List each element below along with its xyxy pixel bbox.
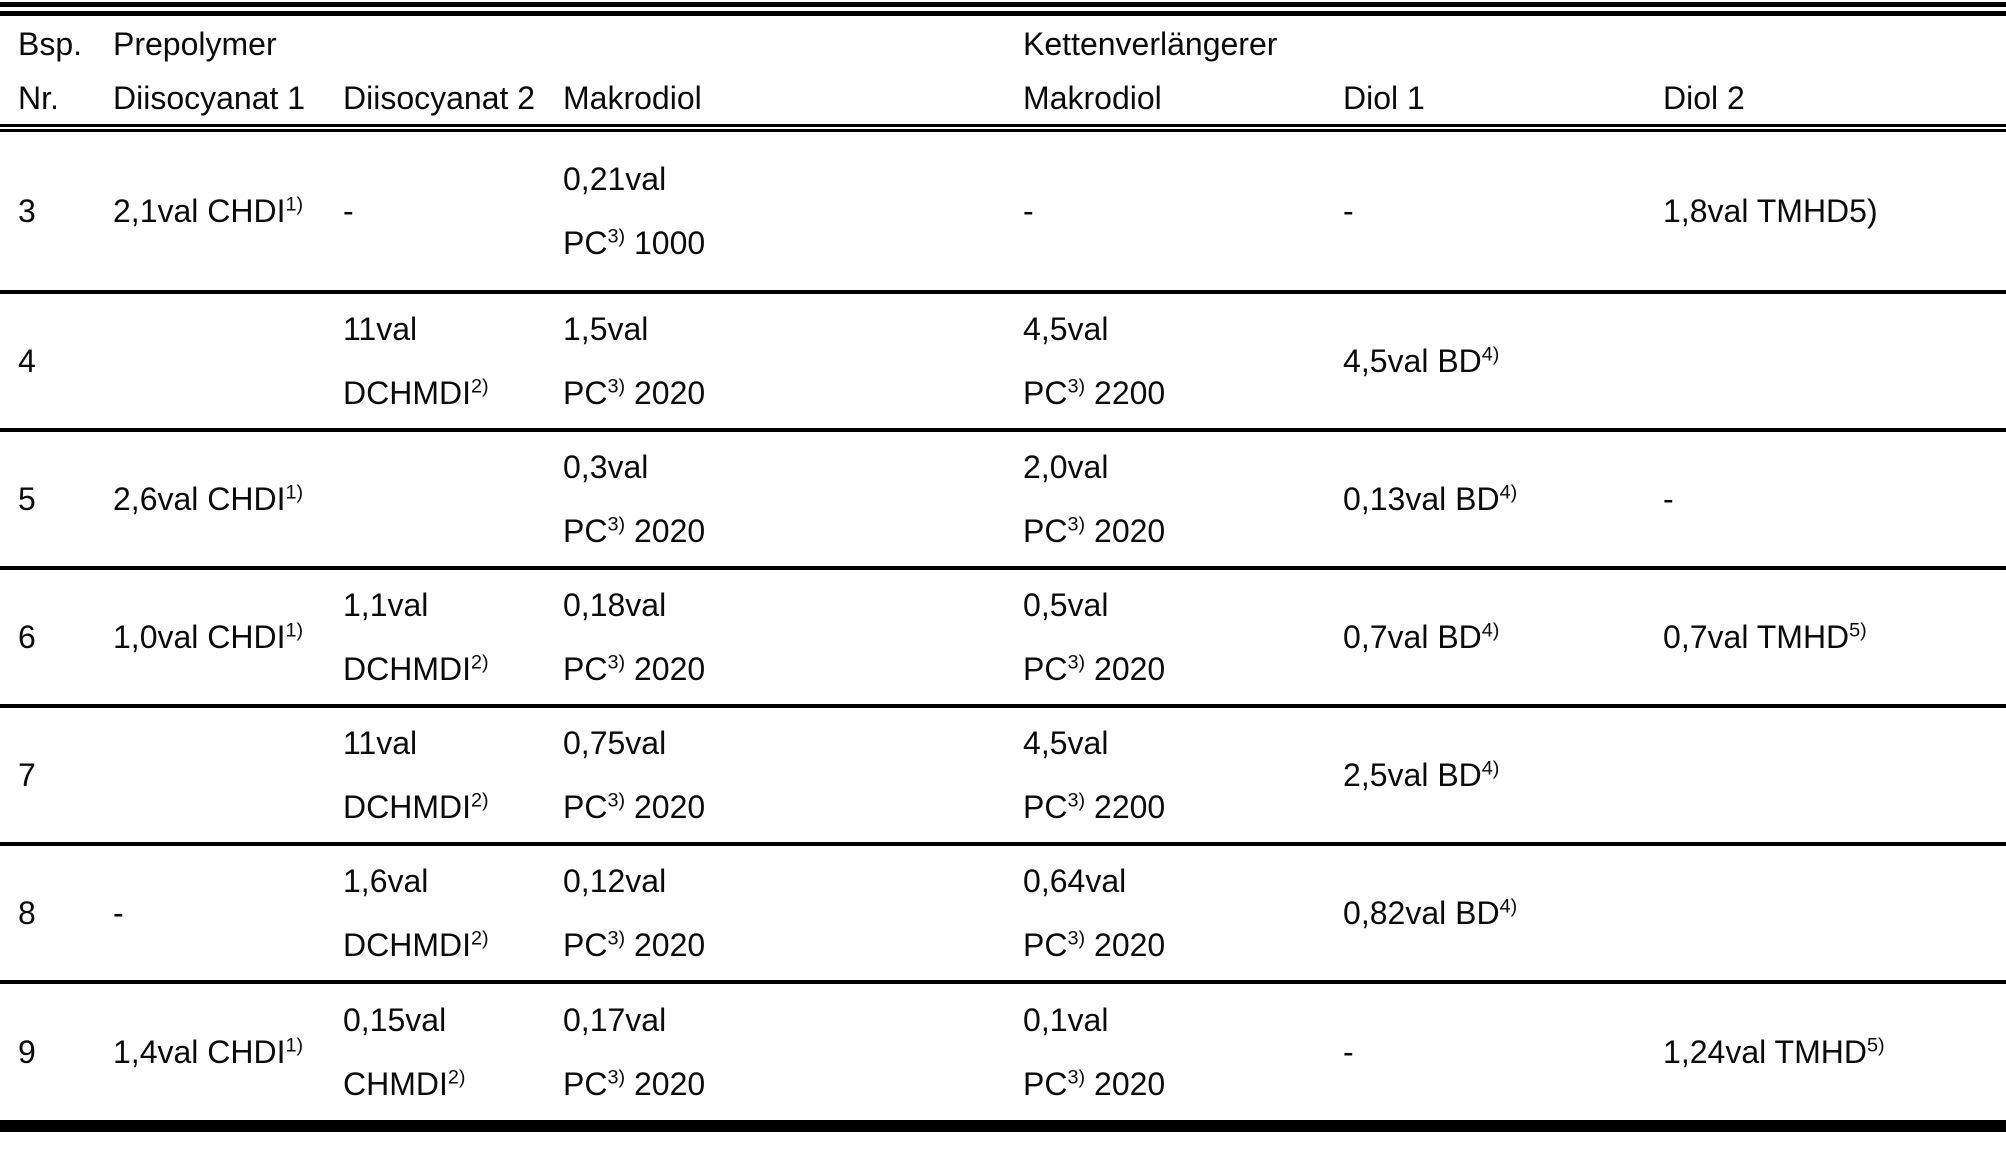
table-cell: 0,64val PC3) 2020 <box>1023 863 1166 963</box>
table-cell: 1,6val DCHMDI2) <box>343 863 489 963</box>
example-number-cell: 9 <box>18 1034 36 1070</box>
table-cell: 0,75val PC3) 2020 <box>563 725 706 825</box>
table-cell: - <box>1663 481 1674 517</box>
table-body: 3 2,1val CHDI1) - 0,21val PC3) 1000 - - 1,8val … <box>0 128 2006 1120</box>
table-row: 9 1,4val CHDI1) 0,15val CHMDI2) 0,17val PC3) … <box>0 982 2006 1120</box>
formulation-table-frame: Bsp. Prepolymer Kettenverlängerer Nr. Di… <box>0 2 2006 1132</box>
table-cell: 1,4val CHDI1) <box>113 1034 304 1070</box>
header-diol-1: Diol 1 <box>1327 72 1648 132</box>
table-row: 6 1,0val CHDI1) 1,1val DCHMDI2) 0,18val PC3) … <box>0 568 2006 706</box>
table-cell: 0,17val PC3) 2020 <box>563 1002 706 1102</box>
table-row: 4 11val DCHMDI2) 1,5val PC3) 2020 4,5val PC3) … <box>0 292 2006 430</box>
header-nr: Nr. <box>0 72 97 132</box>
table-cell: - <box>1343 193 1354 229</box>
header-row-groups: Bsp. Prepolymer Kettenverlängerer <box>0 16 2006 72</box>
table-cell: 0,1val PC3) 2020 <box>1023 1002 1166 1102</box>
header-row-columns: Nr. Diisocyanat 1 Diisocyanat 2 Makrodio… <box>0 72 2006 132</box>
table-cell: 0,7val BD4) <box>1343 619 1500 655</box>
table-cell: 1,0val CHDI1) <box>113 619 304 655</box>
table-cell: 11val DCHMDI2) <box>343 311 489 411</box>
table-cell: 1,5val PC3) 2020 <box>563 311 706 411</box>
table-cell: - <box>113 895 124 931</box>
example-number-cell: 8 <box>18 895 36 931</box>
table-cell: 1,8val TMHD5) <box>1663 193 1878 229</box>
table-cell: 4,5val PC3) 2200 <box>1023 725 1166 825</box>
table-cell: 0,13val BD4) <box>1343 481 1518 517</box>
table-cell: 0,3val PC3) 2020 <box>563 449 706 549</box>
table-cell: 0,21val PC3) 1000 <box>563 161 706 261</box>
table-cell: 0,5val PC3) 2020 <box>1023 587 1166 687</box>
header-diol-2: Diol 2 <box>1647 72 2006 132</box>
table-cell: 2,1val CHDI1) <box>113 193 304 229</box>
table-cell: - <box>1023 193 1034 229</box>
formulation-examples-table: Bsp. Prepolymer Kettenverlängerer Nr. Di… <box>0 16 2006 1120</box>
table-header: Bsp. Prepolymer Kettenverlängerer Nr. Di… <box>0 16 2006 132</box>
table-cell: 2,6val CHDI1) <box>113 481 304 517</box>
table-row: 8 - 1,6val DCHMDI2) 0,12val PC3) 2020 0,64val P… <box>0 844 2006 982</box>
example-number-cell: 3 <box>18 193 36 229</box>
table-cell: 0,18val PC3) 2020 <box>563 587 706 687</box>
header-makrodiol-prepolymer: Makrodiol <box>547 72 1008 132</box>
table-cell <box>1647 844 2006 982</box>
table-cell: - <box>1343 1034 1354 1070</box>
example-number-cell: 5 <box>18 481 36 517</box>
table-cell: 1,24val TMHD5) <box>1663 1034 1885 1070</box>
table-cell: 0,15val CHMDI2) <box>343 1002 466 1102</box>
table-cell <box>1647 292 2006 430</box>
table-row: 7 11val DCHMDI2) 0,75val PC3) 2020 4,5val PC3)… <box>0 706 2006 844</box>
header-group-prepolymer: Prepolymer <box>113 25 277 62</box>
header-diisocyanat-1: Diisocyanat 1 <box>97 72 327 132</box>
table-cell: - <box>343 193 354 229</box>
table-cell: 11val DCHMDI2) <box>343 725 489 825</box>
header-makrodiol-kettenverlaengerer: Makrodiol <box>1007 72 1328 132</box>
header-bsp: Bsp. <box>18 25 83 62</box>
table-cell: 4,5val PC3) 2200 <box>1023 311 1166 411</box>
table-row: 3 2,1val CHDI1) - 0,21val PC3) 1000 - - 1,8val … <box>0 128 2006 292</box>
table-cell <box>97 706 327 844</box>
table-cell: 0,82val BD4) <box>1343 895 1518 931</box>
table-cell: 2,0val PC3) 2020 <box>1023 449 1166 549</box>
example-number-cell: 6 <box>18 619 36 655</box>
header-diisocyanat-2: Diisocyanat 2 <box>327 72 547 132</box>
table-cell: 0,12val PC3) 2020 <box>563 863 706 963</box>
example-number-cell: 7 <box>18 757 36 793</box>
table-cell: 4,5val BD4) <box>1343 343 1500 379</box>
header-group-kettenverlaengerer: Kettenverlängerer <box>1023 25 1278 62</box>
table-cell <box>327 430 547 568</box>
table-cell: 0,7val TMHD5) <box>1663 619 1867 655</box>
table-cell <box>97 292 327 430</box>
table-row: 5 2,6val CHDI1) 0,3val PC3) 2020 2,0val PC3) … <box>0 430 2006 568</box>
table-cell: 1,1val DCHMDI2) <box>343 587 489 687</box>
table-cell: 2,5val BD4) <box>1343 757 1500 793</box>
example-number-cell: 4 <box>18 343 36 379</box>
table-cell <box>1647 706 2006 844</box>
